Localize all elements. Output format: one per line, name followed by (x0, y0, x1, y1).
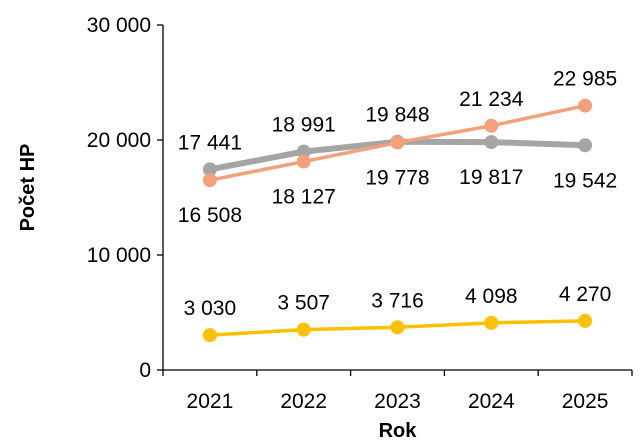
data-label: 4 098 (465, 285, 518, 308)
data-label: 19 848 (365, 104, 429, 127)
y-tick-label: 20 000 (87, 129, 151, 152)
data-label: 16 508 (178, 204, 242, 227)
x-tick-label: 2021 (187, 390, 234, 413)
data-point (578, 313, 593, 328)
data-label: 3 716 (371, 289, 424, 312)
data-label: 3 507 (277, 292, 330, 315)
y-axis-title: Počet HP (17, 144, 39, 232)
data-point (202, 162, 217, 177)
data-label: 19 542 (553, 169, 617, 192)
x-tick-label: 2023 (374, 390, 421, 413)
data-point (296, 322, 311, 337)
data-point (578, 98, 593, 113)
y-tick-label: 0 (139, 359, 151, 382)
data-label: 19 778 (365, 167, 429, 190)
y-tick-label: 10 000 (87, 244, 151, 267)
data-label: 19 817 (459, 166, 523, 189)
x-tick-label: 2025 (562, 390, 609, 413)
data-label: 17 441 (178, 131, 242, 154)
data-label: 4 270 (559, 283, 612, 306)
data-point (578, 138, 593, 153)
data-label: 3 030 (184, 297, 237, 320)
y-tick-label: 30 000 (87, 14, 151, 37)
data-label: 18 991 (272, 114, 336, 137)
x-tick-label: 2022 (280, 390, 327, 413)
data-label: 22 985 (553, 68, 617, 91)
series-layer (202, 98, 593, 343)
data-point (484, 315, 499, 330)
data-point (390, 135, 405, 150)
data-point (484, 118, 499, 133)
data-label: 21 234 (459, 88, 524, 111)
data-point (390, 320, 405, 335)
data-point (296, 144, 311, 159)
data-label: 18 127 (272, 186, 336, 209)
data-point (202, 173, 217, 188)
axes: 0 10 000 20 000 30 000 2021 2022 2023 2024 2025 (87, 14, 633, 413)
data-labels: 17 441 18 991 19 848 19 817 19 542 16 508 18 1… (178, 68, 617, 320)
data-point (202, 328, 217, 343)
data-point (296, 154, 311, 169)
data-point (484, 135, 499, 150)
x-axis-title: Rok (379, 420, 418, 442)
x-tick-label: 2024 (468, 390, 515, 413)
